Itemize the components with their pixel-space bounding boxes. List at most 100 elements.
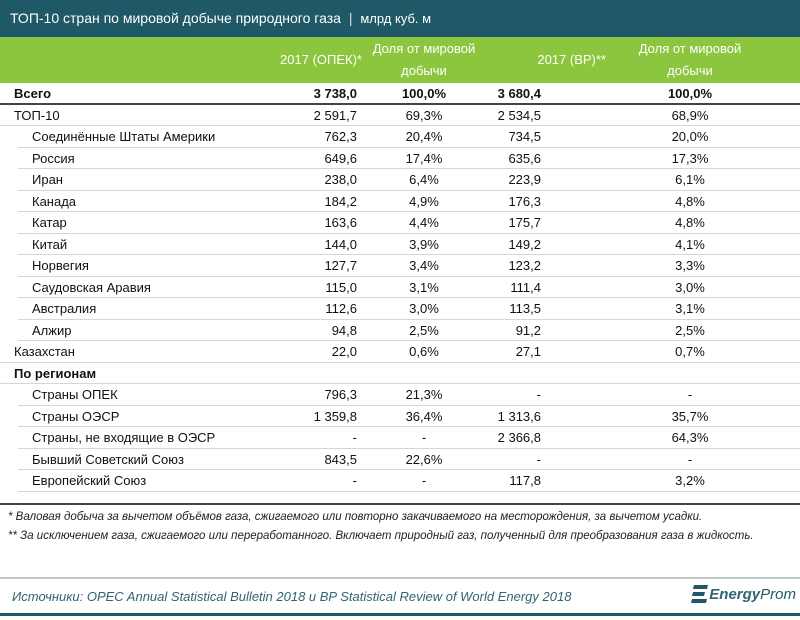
- cell-opec-share: 3,4%: [409, 258, 439, 273]
- table-row: Европейский Союз - - 117,8 3,2%: [18, 470, 800, 492]
- cell-bp-value: 91,2: [515, 322, 541, 338]
- cell-bp-value: 27,1: [515, 344, 541, 359]
- table-row: ТОП-10 2 591,7 69,3% 2 534,5 68,9%: [0, 105, 800, 126]
- cell-opec-value: 796,3: [324, 387, 357, 402]
- cell-bp-share: 100,0%: [667, 86, 713, 101]
- table-title: ТОП-10 стран по мировой добыче природног…: [10, 10, 341, 26]
- cell-bp-share: 64,3%: [671, 430, 709, 445]
- cell-opec-value: 762,3: [324, 129, 357, 144]
- cell-bp-share: 3,0%: [675, 279, 705, 295]
- cell-bp-value: 223,9: [508, 172, 541, 187]
- cell-opec-share: -: [421, 473, 427, 488]
- cell-bp-value: 113,5: [509, 301, 541, 316]
- cell-opec-value: 127,7: [324, 258, 357, 273]
- cell-opec-value: 112,6: [325, 301, 357, 316]
- table-body: Всего 3 738,0 100,0% 3 680,4 100,0% ТОП-10 2 5…: [0, 83, 800, 492]
- cell-opec-share: 4,9%: [409, 193, 439, 209]
- table-row: Казахстан 22,0 0,6% 27,1 0,7%: [0, 341, 800, 363]
- cell-bp-value: 635,6: [508, 150, 541, 166]
- cell-opec-value: -: [352, 430, 357, 445]
- table-row: По регионам: [0, 363, 800, 384]
- cell-opec-share: 3,0%: [409, 301, 439, 316]
- header-opec-2017: 2017 (ОПЕК)*: [280, 52, 362, 67]
- row-label: Саудовская Аравия: [32, 279, 151, 295]
- cell-bp-share: 6,1%: [675, 172, 705, 187]
- table-row: Всего 3 738,0 100,0% 3 680,4 100,0%: [0, 83, 800, 105]
- row-label: Катар: [32, 215, 67, 230]
- cell-opec-value: 115,0: [325, 279, 357, 295]
- cell-opec-value: 649,6: [324, 150, 357, 166]
- table-row: Бывший Советский Союз 843,5 22,6% - -: [18, 449, 800, 470]
- row-label: По регионам: [14, 365, 97, 381]
- row-label: Казахстан: [14, 344, 75, 359]
- cell-opec-share: 2,5%: [409, 322, 439, 338]
- cell-opec-share: 0,6%: [409, 344, 439, 359]
- energyprom-logo: Energy Prom: [691, 584, 796, 604]
- cell-opec-value: 22,0: [331, 344, 357, 359]
- cell-bp-share: 20,0%: [671, 129, 709, 144]
- title-separator: |: [348, 10, 353, 26]
- cell-opec-value: 843,5: [324, 451, 357, 467]
- cell-bp-share: 4,8%: [675, 193, 705, 209]
- logo-text-energy: Energy: [709, 585, 761, 603]
- cell-opec-value: 94,8: [331, 322, 357, 338]
- row-label: Страны ОПЕК: [32, 387, 118, 402]
- table-row: Алжир 94,8 2,5% 91,2 2,5%: [18, 320, 800, 341]
- cell-bp-share: 4,1%: [675, 236, 705, 252]
- header-opec-share: Доля от мировой добычи: [372, 41, 476, 78]
- cell-bp-share: 0,7%: [675, 344, 705, 359]
- table-row: Саудовская Аравия 115,0 3,1% 111,4 3,0%: [18, 277, 800, 298]
- row-label: Австралия: [32, 301, 97, 316]
- cell-bp-share: 17,3%: [671, 150, 709, 166]
- cell-bp-value: 2 366,8: [497, 430, 541, 445]
- table-title-bar: ТОП-10 стран по мировой добыче природног…: [0, 0, 800, 37]
- row-label: Китай: [32, 236, 68, 252]
- table-row: Страны ОПЕК 796,3 21,3% - -: [18, 384, 800, 406]
- cell-opec-value: 2 591,7: [313, 107, 357, 123]
- cell-opec-value: 3 738,0: [313, 86, 357, 101]
- unit-label: млрд куб. м: [360, 11, 432, 26]
- cell-bp-share: -: [687, 451, 693, 467]
- cell-bp-value: 123,2: [508, 258, 541, 273]
- cell-opec-share: 100,0%: [401, 86, 447, 101]
- logo-text-prom: Prom: [760, 585, 796, 603]
- row-label: Европейский Союз: [32, 473, 147, 488]
- cell-opec-value: 238,0: [324, 172, 357, 187]
- cell-opec-value: 1 359,8: [313, 408, 357, 424]
- cell-bp-value: 2 534,5: [497, 107, 541, 123]
- cell-bp-value: 175,7: [508, 215, 541, 230]
- footnote-opec: * Валовая добыча за вычетом объёмов газа…: [8, 511, 703, 523]
- cell-bp-value: 176,3: [508, 193, 541, 209]
- cell-bp-share: 3,3%: [675, 258, 705, 273]
- table-row: Иран 238,0 6,4% 223,9 6,1%: [18, 169, 800, 191]
- row-label: Страны, не входящие в ОЭСР: [32, 430, 216, 445]
- cell-bp-share: 3,1%: [675, 301, 705, 316]
- row-label: Иран: [32, 172, 63, 187]
- row-label: Норвегия: [32, 258, 89, 273]
- table-row: Соединённые Штаты Америки 762,3 20,4% 734,5…: [18, 126, 800, 148]
- table-row: Норвегия 127,7 3,4% 123,2 3,3%: [18, 255, 800, 277]
- row-label: Канада: [32, 193, 77, 209]
- table-row: Страны, не входящие в ОЭСР - - 2 366,8 64,3%: [18, 427, 800, 449]
- row-label: Россия: [32, 150, 75, 166]
- cell-bp-value: 1 313,6: [497, 408, 541, 424]
- cell-bp-value: 111,4: [510, 279, 541, 295]
- source-line: Источники: OPEC Annual Statistical Bulle…: [0, 580, 800, 616]
- cell-opec-value: -: [352, 473, 357, 488]
- cell-bp-value: 117,8: [509, 473, 541, 488]
- header-bp-2017: 2017 (BP)**: [537, 52, 606, 67]
- cell-opec-share: 20,4%: [405, 129, 443, 144]
- cell-opec-share: 3,1%: [409, 279, 439, 295]
- row-label: Страны ОЭСР: [32, 408, 120, 424]
- table-row: Страны ОЭСР 1 359,8 36,4% 1 313,6 35,7%: [18, 406, 800, 427]
- cell-opec-share: 21,3%: [405, 387, 443, 402]
- cell-opec-share: 6,4%: [409, 172, 439, 187]
- cell-opec-share: -: [421, 430, 427, 445]
- cell-bp-value: 734,5: [508, 129, 541, 144]
- cell-opec-share: 69,3%: [405, 107, 443, 123]
- cell-opec-value: 163,6: [324, 215, 357, 230]
- cell-opec-value: 144,0: [324, 236, 357, 252]
- cell-bp-share: 35,7%: [671, 408, 709, 424]
- table-row: Австралия 112,6 3,0% 113,5 3,1%: [18, 298, 800, 320]
- cell-bp-share: 2,5%: [675, 322, 705, 338]
